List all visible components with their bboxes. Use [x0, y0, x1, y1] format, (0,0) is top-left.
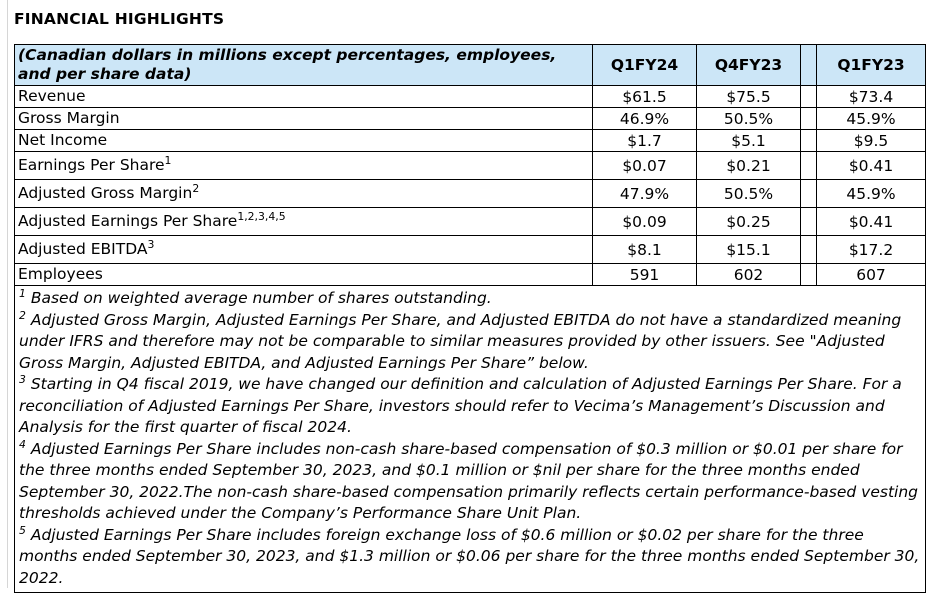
cell-value: $8.1 — [592, 235, 697, 264]
footnote-5: 5 Adjusted Earnings Per Share includes f… — [19, 523, 920, 587]
cell-value: $0.09 — [592, 207, 697, 236]
footnote-4: 4 Adjusted Earnings Per Share includes n… — [19, 437, 918, 522]
cell-value: $61.5 — [592, 85, 697, 108]
cell-value: 45.9% — [816, 107, 926, 130]
cell-value: 50.5% — [696, 107, 801, 130]
column-spacer — [800, 179, 817, 208]
footnote-number: 2 — [19, 308, 26, 322]
cell-value: $0.21 — [696, 151, 801, 180]
column-spacer — [800, 85, 817, 108]
table-row-adjusted-eps: Adjusted Earnings Per Share1,2,3,4,5 $0.… — [14, 207, 926, 236]
footnote-3: 3 Starting in Q4 fiscal 2019, we have ch… — [19, 372, 902, 436]
footnote-number: 1 — [19, 286, 26, 300]
column-header-q1fy23: Q1FY23 — [816, 44, 926, 86]
footnote-1: 1 Based on weighted average number of sh… — [19, 286, 492, 307]
column-header-q4fy23: Q4FY23 — [696, 44, 801, 86]
footnote-number: 3 — [19, 372, 26, 386]
column-spacer — [800, 263, 817, 286]
cell-value: $9.5 — [816, 129, 926, 152]
table-row-employees: Employees 591 602 607 — [14, 263, 926, 286]
cell-value: $0.25 — [696, 207, 801, 236]
cell-value: $5.1 — [696, 129, 801, 152]
cell-value: $73.4 — [816, 85, 926, 108]
row-label: Employees — [14, 263, 593, 286]
row-label: Adjusted Gross Margin2 — [14, 179, 593, 208]
footnote-number: 4 — [19, 437, 26, 451]
page-edge-line — [7, 0, 8, 588]
column-spacer — [800, 235, 817, 264]
table-row-adjusted-ebitda: Adjusted EBITDA3 $8.1 $15.1 $17.2 — [14, 235, 926, 264]
table-row-gross-margin: Gross Margin 46.9% 50.5% 45.9% — [14, 107, 926, 130]
table-caption: (Canadian dollars in millions except per… — [14, 44, 593, 86]
footnotes-box: 1 Based on weighted average number of sh… — [14, 285, 926, 593]
table-row-revenue: Revenue $61.5 $75.5 $73.4 — [14, 85, 926, 108]
table-row-adjusted-gross-margin: Adjusted Gross Margin2 47.9% 50.5% 45.9% — [14, 179, 926, 208]
footnote-2: 2 Adjusted Gross Margin, Adjusted Earnin… — [19, 308, 902, 372]
row-label: Revenue — [14, 85, 593, 108]
cell-value: $15.1 — [696, 235, 801, 264]
column-spacer — [800, 107, 817, 130]
cell-value: 47.9% — [592, 179, 697, 208]
row-label: Gross Margin — [14, 107, 593, 130]
document-content: FINANCIAL HIGHLIGHTS (Canadian dollars i… — [14, 6, 926, 593]
cell-value: $0.41 — [816, 151, 926, 180]
table-row-net-income: Net Income $1.7 $5.1 $9.5 — [14, 129, 926, 152]
cell-value: $17.2 — [816, 235, 926, 264]
row-label: Adjusted EBITDA3 — [14, 235, 593, 264]
cell-value: 602 — [696, 263, 801, 286]
table-row-earnings-per-share: Earnings Per Share1 $0.07 $0.21 $0.41 — [14, 151, 926, 180]
cell-value: $0.07 — [592, 151, 697, 180]
header-spacer — [800, 44, 817, 86]
cell-value: 46.9% — [592, 107, 697, 130]
cell-value: $75.5 — [696, 85, 801, 108]
footnotes-row: 1 Based on weighted average number of sh… — [14, 285, 926, 593]
cell-value: $0.41 — [816, 207, 926, 236]
row-label-superscript: 1 — [164, 153, 172, 167]
cell-value: 45.9% — [816, 179, 926, 208]
row-label: Net Income — [14, 129, 593, 152]
column-spacer — [800, 207, 817, 236]
column-spacer — [800, 129, 817, 152]
cell-value: 50.5% — [696, 179, 801, 208]
row-label-superscript: 2 — [192, 181, 200, 195]
cell-value: $1.7 — [592, 129, 697, 152]
cell-value: 607 — [816, 263, 926, 286]
cell-value: 591 — [592, 263, 697, 286]
financial-highlights-table: (Canadian dollars in millions except per… — [14, 44, 926, 593]
footnote-number: 5 — [19, 523, 26, 537]
column-header-q1fy24: Q1FY24 — [592, 44, 697, 86]
row-label: Earnings Per Share1 — [14, 151, 593, 180]
table-header-row: (Canadian dollars in millions except per… — [14, 44, 926, 86]
row-label-superscript: 3 — [147, 237, 155, 251]
row-label-superscript: 1,2,3,4,5 — [237, 209, 286, 223]
row-label: Adjusted Earnings Per Share1,2,3,4,5 — [14, 207, 593, 236]
page-title: FINANCIAL HIGHLIGHTS — [14, 10, 225, 28]
column-spacer — [800, 151, 817, 180]
